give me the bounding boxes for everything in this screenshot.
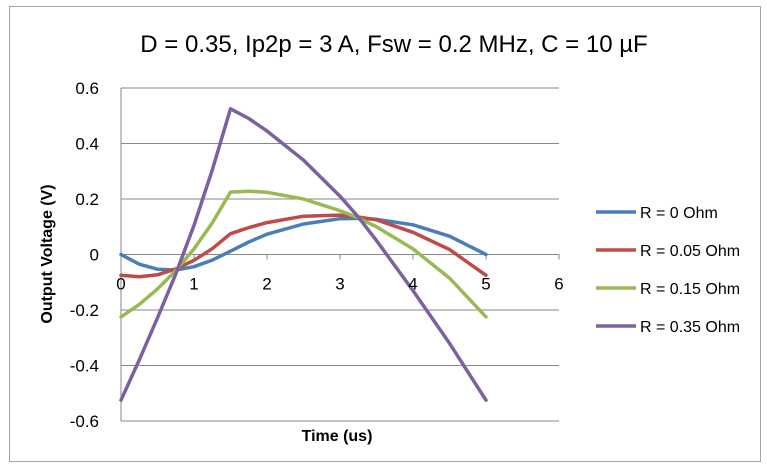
x-tick-label: 6 <box>554 275 563 294</box>
chart-frame <box>9 6 761 462</box>
gridlines <box>121 87 559 422</box>
y-tick-label: 0.2 <box>75 190 99 209</box>
x-tick-label: 0 <box>116 275 125 294</box>
legend-label-1: R = 0.05 Ohm <box>640 243 740 260</box>
series-line-0 <box>119 216 488 272</box>
chart-title: D = 0.35, Ip2p = 3 A, Fsw = 0.2 MHz, C =… <box>140 31 647 58</box>
axes <box>120 88 560 421</box>
legend-label-2: R = 0.15 Ohm <box>640 281 740 298</box>
y-tick-label: -0.6 <box>70 412 99 431</box>
y-tick-label: 0.6 <box>75 79 99 98</box>
x-tick-label: 3 <box>335 275 344 294</box>
y-tick-label: 0.4 <box>75 135 99 154</box>
y-tick-label: -0.2 <box>70 301 99 320</box>
series-lines <box>119 107 488 402</box>
legend-label-0: R = 0 Ohm <box>640 205 718 222</box>
y-tick-label: 0 <box>90 246 99 265</box>
series-line-3 <box>119 107 488 402</box>
x-tick-label: 5 <box>481 275 490 294</box>
y-tick-label: -0.4 <box>70 357 99 376</box>
y-axis-title: Output Voltage (V) <box>39 184 56 323</box>
x-axis-title: Time (us) <box>302 428 373 445</box>
series-line-2 <box>119 189 488 319</box>
series-line-1 <box>119 213 488 279</box>
x-tick-label: 2 <box>262 275 271 294</box>
tick-labels: 0.6 0.4 0.2 0 -0.2 -0.4 -0.6 0 1 2 3 4 5 6 <box>70 79 564 431</box>
x-tick-label: 1 <box>189 275 198 294</box>
legend: R = 0 Ohm R = 0.05 Ohm R = 0.15 Ohm R = 0.3… <box>596 205 740 336</box>
legend-label-3: R = 0.35 Ohm <box>640 319 740 336</box>
x-tick-label: 4 <box>408 275 417 294</box>
